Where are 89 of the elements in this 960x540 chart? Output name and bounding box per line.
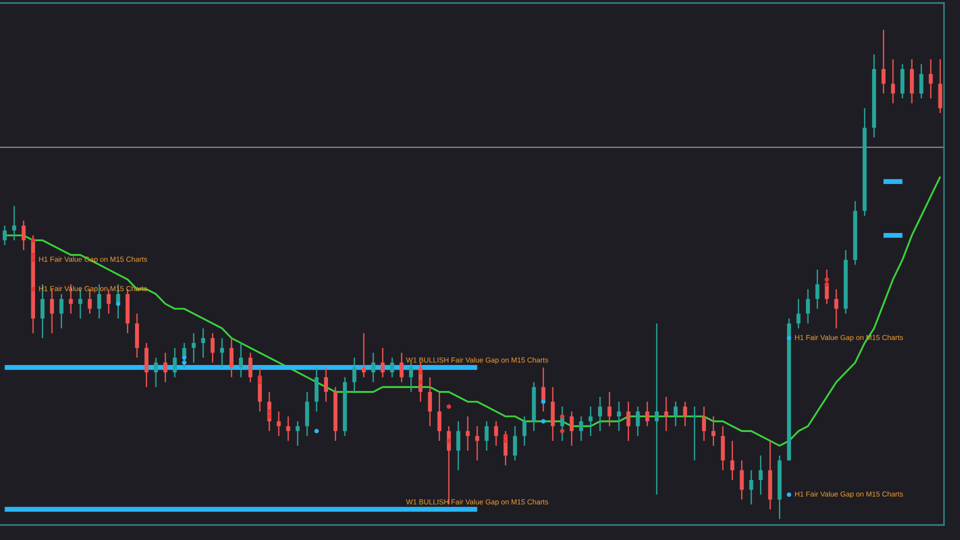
candlestick — [22, 220, 26, 251]
candlestick — [400, 352, 404, 383]
candlestick — [248, 352, 252, 383]
point — [446, 438, 452, 444]
candlestick — [692, 406, 698, 462]
candlestick — [371, 352, 376, 383]
candlestick — [654, 322, 659, 496]
point — [503, 434, 508, 438]
candlestick — [919, 64, 924, 100]
candlestick — [570, 410, 574, 446]
candlestick — [579, 416, 584, 442]
candlestick — [711, 416, 716, 446]
point — [267, 414, 272, 419]
point — [30, 258, 36, 262]
point — [116, 302, 120, 306]
candlestick — [702, 406, 706, 442]
candlestick — [2, 224, 7, 246]
candlestick — [409, 362, 414, 393]
candlestick — [882, 29, 886, 94]
candlestick — [59, 293, 64, 329]
candlestick — [645, 401, 650, 427]
candlestick — [928, 58, 933, 100]
candlestick — [513, 426, 517, 462]
candlestick — [230, 337, 234, 378]
point — [418, 370, 423, 375]
point — [30, 252, 36, 258]
candlestick — [390, 357, 394, 378]
candlestick — [12, 205, 16, 241]
candlestick — [749, 470, 754, 506]
candlestick — [522, 416, 526, 446]
candlestick — [192, 332, 196, 364]
candlestick — [238, 342, 243, 378]
point — [503, 438, 508, 444]
candlestick — [352, 357, 356, 393]
point — [182, 355, 186, 360]
candlestick — [890, 58, 895, 104]
candlestick — [210, 332, 215, 364]
point — [258, 375, 262, 380]
point — [786, 492, 792, 497]
candlestick — [220, 337, 224, 368]
point — [541, 400, 546, 404]
candlestick — [616, 401, 621, 432]
candlestick — [815, 269, 820, 310]
point — [560, 414, 564, 419]
candlestick — [636, 406, 640, 437]
candlestick — [674, 401, 678, 427]
candlestick — [834, 288, 838, 329]
candlestick — [796, 298, 800, 329]
candlestick — [588, 406, 593, 437]
candlestick — [324, 366, 328, 402]
candlestick — [475, 426, 480, 462]
candlestick — [362, 332, 366, 378]
candlestick — [626, 401, 630, 442]
candlestick — [163, 352, 168, 383]
point — [446, 404, 452, 409]
candlestick — [456, 420, 460, 471]
candlestick — [740, 460, 744, 500]
candlestick — [437, 391, 442, 442]
candlestick — [494, 420, 498, 446]
candlestick — [428, 376, 432, 427]
candlestick — [598, 396, 602, 432]
point — [824, 282, 830, 286]
candlestick — [172, 347, 177, 378]
candlestick — [608, 391, 612, 427]
candlestick — [664, 396, 668, 432]
point — [824, 277, 830, 282]
candlestick — [286, 416, 290, 442]
candlestick — [484, 420, 489, 452]
candlestick — [97, 284, 102, 320]
candlestick — [154, 357, 158, 388]
point — [541, 419, 546, 424]
candlestick — [683, 401, 688, 427]
candlestick — [730, 440, 734, 481]
candlestick — [106, 288, 111, 314]
point — [30, 287, 36, 292]
candlestick — [380, 347, 385, 378]
point — [314, 428, 319, 434]
point — [182, 360, 186, 365]
point — [560, 428, 564, 434]
candlestick — [296, 420, 300, 446]
point — [30, 238, 36, 242]
candlestick — [806, 288, 810, 324]
candlestick — [466, 416, 470, 452]
candlestick — [201, 328, 206, 358]
point — [267, 409, 272, 414]
point — [418, 380, 423, 384]
point — [258, 380, 262, 384]
candlestick — [758, 454, 763, 496]
point — [786, 336, 792, 340]
